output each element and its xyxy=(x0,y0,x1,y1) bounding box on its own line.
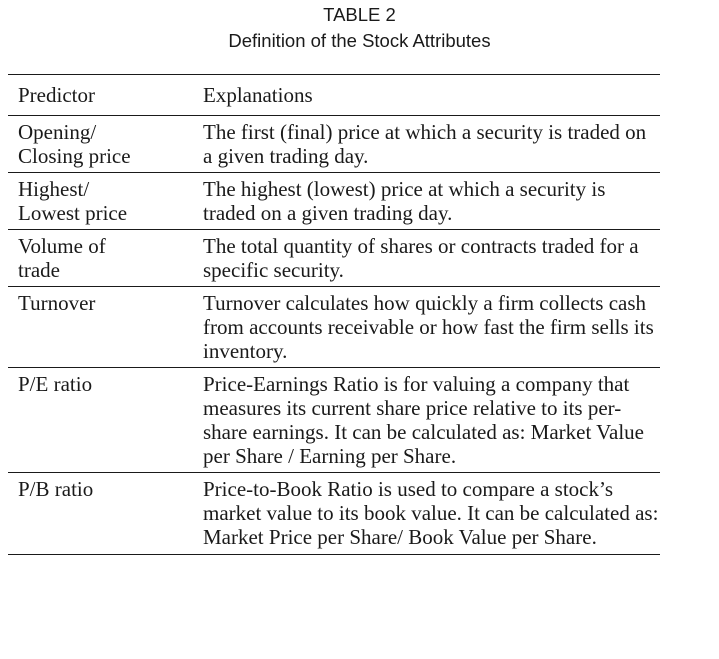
table-row: Highest/ Lowest price The highest (lowes… xyxy=(8,172,660,230)
table-row: P/E ratio Price-Earnings Ratio is for va… xyxy=(8,367,660,473)
table-label: TABLE 2 xyxy=(323,4,396,25)
column-header-predictor: Predictor xyxy=(8,74,193,116)
explanation-cell: Turnover calculates how quickly a firm c… xyxy=(193,286,660,368)
predictor-cell: Highest/ Lowest price xyxy=(8,172,193,230)
table-header: Predictor Explanations xyxy=(8,74,660,116)
column-header-explanations: Explanations xyxy=(193,74,660,116)
table-row: P/B ratio Price-to-Book Ratio is used to… xyxy=(8,472,660,555)
predictor-cell: P/E ratio xyxy=(8,367,193,473)
table-row: Turnover Turnover calculates how quickly… xyxy=(8,286,660,368)
table-body: Opening/ Closing price The first (final)… xyxy=(8,115,660,555)
predictor-cell: Volume of trade xyxy=(8,229,193,287)
explanation-cell: Price-to-Book Ratio is used to compare a… xyxy=(193,472,660,555)
predictor-cell: Opening/ Closing price xyxy=(8,115,193,173)
predictor-cell: P/B ratio xyxy=(8,472,193,555)
predictor-cell: Turnover xyxy=(8,286,193,368)
table-row: Volume of trade The total quantity of sh… xyxy=(8,229,660,287)
explanation-cell: Price-Earnings Ratio is for valuing a co… xyxy=(193,367,660,473)
stock-attributes-table: Predictor Explanations Opening/ Closing … xyxy=(8,74,660,555)
explanation-cell: The highest (lowest) price at which a se… xyxy=(193,172,660,230)
explanation-cell: The first (final) price at which a secur… xyxy=(193,115,660,173)
header-row: Predictor Explanations xyxy=(8,74,660,116)
explanation-cell: The total quantity of shares or contract… xyxy=(193,229,660,287)
table-row: Opening/ Closing price The first (final)… xyxy=(8,115,660,173)
table-caption: TABLE 2 Definition of the Stock Attribut… xyxy=(0,2,719,54)
table-title: Definition of the Stock Attributes xyxy=(228,30,491,51)
